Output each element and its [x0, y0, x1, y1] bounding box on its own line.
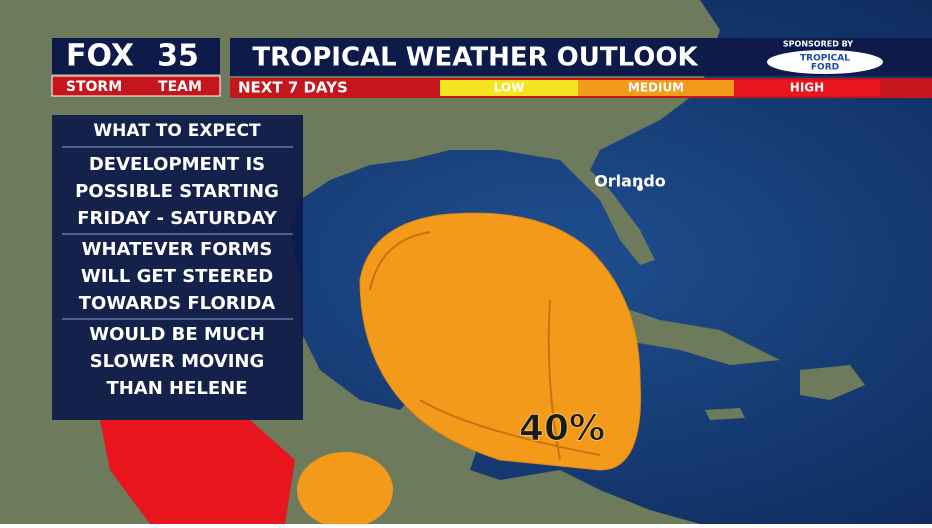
sponsor-text: FORD [811, 63, 839, 73]
panel-line: WOULD BE MUCH [89, 324, 265, 345]
hispaniola [800, 365, 865, 400]
sponsor-label: SPONSORED BY [783, 40, 853, 49]
high-area [100, 420, 295, 524]
panel-title: WHAT TO EXPECT [93, 121, 261, 141]
panel-text: WHAT TO EXPECT DEVELOPMENT IS POSSIBLE STA… [62, 121, 293, 399]
team-box [51, 75, 221, 97]
info-panel [52, 115, 303, 420]
team-left: STORM [66, 79, 122, 95]
logo-fox: FOX [66, 39, 134, 74]
subtitle: NEXT 7 DAYS [238, 79, 348, 97]
medium-swatch [578, 80, 734, 96]
panel-line: WHATEVER FORMS [82, 239, 273, 260]
sponsor-logo [767, 50, 883, 74]
panel-line: TOWARDS FLORIDA [79, 293, 276, 314]
city-dot [637, 185, 643, 191]
legend-label: LOW [494, 81, 525, 95]
medium-area [297, 452, 393, 528]
panel-line: THAN HELENE [106, 378, 247, 399]
team-right: TEAM [158, 79, 202, 95]
title: TROPICAL WEATHER OUTLOOK [252, 43, 698, 73]
city-label: Orlando [594, 172, 666, 191]
low-swatch [440, 80, 578, 96]
panel-line: WILL GET STEERED [81, 266, 273, 287]
panel-line: POSSIBLE STARTING [75, 181, 279, 202]
panel-line: DEVELOPMENT IS [89, 154, 265, 175]
sponsor-text: TROPICAL [800, 54, 850, 64]
legend-label: MEDIUM [628, 81, 684, 95]
logo-channel: 35 [157, 39, 199, 74]
logo-box [52, 38, 220, 74]
track [369, 231, 601, 461]
high-swatch [734, 80, 880, 96]
chance-label: 40% [519, 408, 605, 449]
panel-line: SLOWER MOVING [90, 351, 265, 372]
legend-label: HIGH [790, 81, 824, 95]
panel-line: FRIDAY - SATURDAY [77, 208, 277, 229]
jamaica [705, 408, 745, 420]
